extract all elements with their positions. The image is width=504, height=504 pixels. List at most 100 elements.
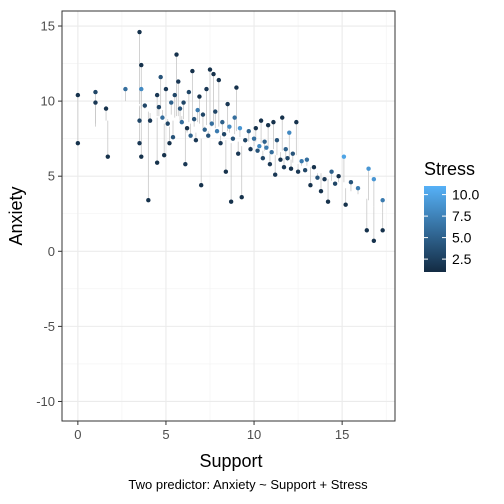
data-point	[333, 182, 337, 186]
data-point	[289, 166, 293, 170]
legend-tick-label: 10.0	[452, 187, 479, 203]
data-point	[201, 112, 205, 116]
data-point	[139, 63, 143, 67]
data-point	[380, 198, 384, 202]
data-point	[167, 141, 171, 145]
data-point	[143, 103, 147, 107]
data-point	[123, 87, 127, 91]
data-point	[180, 120, 184, 124]
data-point	[268, 162, 272, 166]
data-point	[326, 200, 330, 204]
data-point	[148, 118, 152, 122]
data-point	[238, 126, 242, 130]
data-point	[183, 162, 187, 166]
data-point	[208, 67, 212, 71]
data-point	[315, 176, 319, 180]
data-point	[280, 115, 284, 119]
legend-tick-label: 7.5	[452, 208, 472, 224]
data-point	[247, 129, 251, 133]
y-axis-ticks: -10 -5 0 5 10 15	[36, 19, 62, 409]
data-point	[273, 172, 277, 176]
data-point	[166, 121, 170, 125]
legend-tick-label: 2.5	[452, 251, 472, 267]
data-point	[194, 138, 198, 142]
data-point	[380, 228, 384, 232]
data-point	[269, 150, 273, 154]
data-point	[222, 132, 226, 136]
y-tick-label: 10	[41, 94, 55, 109]
data-point	[312, 165, 316, 169]
data-point	[296, 169, 300, 173]
data-point	[199, 183, 203, 187]
data-point	[176, 79, 180, 83]
data-point	[254, 126, 258, 130]
data-point	[211, 72, 215, 76]
data-point	[319, 189, 323, 193]
data-point	[305, 157, 309, 161]
y-tick-label: -5	[43, 319, 55, 334]
data-point	[225, 102, 229, 106]
data-point	[160, 115, 164, 119]
x-tick-label: 5	[162, 427, 169, 442]
data-point	[229, 200, 233, 204]
data-point	[93, 100, 97, 104]
data-point	[336, 174, 340, 178]
data-point	[243, 138, 247, 142]
x-axis-title: Support	[199, 451, 262, 471]
data-point	[204, 87, 208, 91]
x-tick-label: 10	[247, 427, 261, 442]
data-point	[232, 115, 236, 119]
data-point	[287, 130, 291, 134]
data-point	[329, 169, 333, 173]
data-point	[76, 93, 80, 97]
data-point	[342, 154, 346, 158]
data-point	[173, 93, 177, 97]
y-tick-label: 5	[48, 169, 55, 184]
data-point	[366, 166, 370, 170]
legend-tick-label: 5.0	[452, 230, 472, 246]
data-point	[285, 156, 289, 160]
data-point	[284, 147, 288, 151]
data-point	[162, 153, 166, 157]
data-point	[106, 154, 110, 158]
legend-title: Stress	[424, 159, 475, 179]
data-point	[213, 109, 217, 113]
x-tick-label: 0	[74, 427, 81, 442]
y-tick-label: 0	[48, 244, 55, 259]
data-point	[291, 151, 295, 155]
data-point	[158, 75, 162, 79]
data-point	[372, 239, 376, 243]
y-tick-label: -10	[36, 394, 55, 409]
data-point	[365, 228, 369, 232]
data-point	[185, 126, 189, 130]
data-point	[217, 78, 221, 82]
data-point	[146, 198, 150, 202]
data-point	[349, 180, 353, 184]
data-point	[224, 169, 228, 173]
data-point	[104, 106, 108, 110]
data-point	[187, 90, 191, 94]
data-point	[195, 108, 199, 112]
data-point	[240, 195, 244, 199]
data-point	[220, 120, 224, 124]
data-point	[210, 121, 214, 125]
data-point	[282, 165, 286, 169]
data-point	[137, 30, 141, 34]
data-point	[178, 106, 182, 110]
data-point	[188, 133, 192, 137]
data-point	[255, 148, 259, 152]
data-point	[192, 117, 196, 121]
data-point	[139, 87, 143, 91]
plot-panel	[62, 11, 395, 421]
data-point	[372, 177, 376, 181]
data-point	[278, 157, 282, 161]
data-point	[218, 141, 222, 145]
y-tick-label: 15	[41, 19, 55, 34]
data-point	[139, 154, 143, 158]
data-point	[197, 94, 201, 98]
data-point	[356, 186, 360, 190]
data-point	[231, 136, 235, 140]
y-axis-title: Anxiety	[6, 186, 26, 245]
data-point	[157, 105, 161, 109]
data-point	[155, 93, 159, 97]
